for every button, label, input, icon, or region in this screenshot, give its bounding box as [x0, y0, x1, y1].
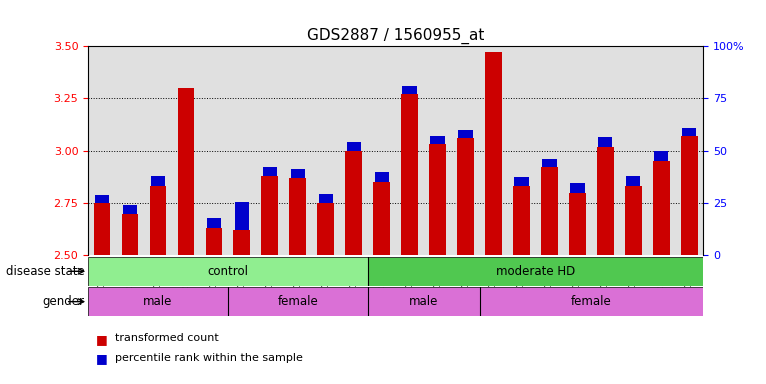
- Bar: [457, 138, 474, 255]
- Bar: [597, 147, 614, 255]
- Bar: [228, 46, 256, 255]
- Bar: [317, 203, 334, 255]
- Bar: [319, 194, 333, 203]
- Bar: [261, 176, 278, 255]
- Text: transformed count: transformed count: [115, 333, 218, 343]
- Bar: [368, 257, 703, 286]
- Text: control: control: [208, 265, 248, 278]
- Bar: [647, 46, 676, 255]
- Bar: [368, 46, 396, 255]
- Bar: [88, 287, 228, 316]
- Bar: [569, 193, 586, 255]
- Bar: [396, 46, 424, 255]
- Bar: [513, 186, 530, 255]
- Bar: [312, 46, 340, 255]
- Bar: [681, 136, 698, 255]
- Bar: [535, 46, 563, 255]
- Bar: [234, 230, 250, 255]
- Bar: [429, 144, 446, 255]
- Bar: [598, 137, 613, 147]
- Bar: [564, 46, 591, 255]
- Bar: [283, 46, 312, 255]
- Bar: [625, 186, 642, 255]
- Text: percentile rank within the sample: percentile rank within the sample: [115, 353, 303, 362]
- Bar: [234, 202, 249, 230]
- Bar: [290, 169, 305, 178]
- Bar: [123, 205, 137, 214]
- Text: male: male: [143, 295, 172, 308]
- Bar: [151, 176, 165, 186]
- Bar: [375, 172, 389, 182]
- Bar: [424, 46, 452, 255]
- Bar: [116, 46, 144, 255]
- Bar: [93, 203, 110, 255]
- Bar: [340, 46, 368, 255]
- Bar: [144, 46, 172, 255]
- Bar: [654, 151, 669, 161]
- Bar: [676, 46, 703, 255]
- Bar: [480, 46, 508, 255]
- Bar: [570, 183, 584, 193]
- Bar: [345, 151, 362, 255]
- Bar: [88, 46, 116, 255]
- Bar: [368, 287, 480, 316]
- Bar: [346, 142, 361, 151]
- Bar: [458, 130, 473, 138]
- Bar: [207, 218, 221, 228]
- Text: disease state: disease state: [5, 265, 84, 278]
- Text: male: male: [409, 295, 438, 308]
- Text: GDS2887 / 1560955_at: GDS2887 / 1560955_at: [307, 28, 484, 44]
- Bar: [172, 46, 200, 255]
- Bar: [263, 167, 277, 176]
- Bar: [452, 46, 480, 255]
- Text: gender: gender: [42, 295, 84, 308]
- Bar: [682, 128, 696, 136]
- Text: moderate HD: moderate HD: [496, 265, 575, 278]
- Bar: [653, 161, 669, 255]
- Bar: [542, 159, 557, 167]
- Text: female: female: [571, 295, 612, 308]
- Bar: [401, 94, 418, 255]
- Bar: [508, 46, 535, 255]
- Bar: [430, 136, 445, 144]
- Bar: [122, 214, 139, 255]
- Bar: [149, 186, 166, 255]
- Bar: [178, 88, 195, 255]
- Bar: [591, 46, 619, 255]
- Bar: [200, 46, 228, 255]
- Text: female: female: [277, 295, 318, 308]
- Bar: [88, 257, 368, 286]
- Bar: [402, 86, 417, 94]
- Text: ■: ■: [96, 333, 107, 346]
- Bar: [290, 178, 306, 255]
- Bar: [541, 167, 558, 255]
- Bar: [205, 228, 222, 255]
- Bar: [480, 287, 703, 316]
- Bar: [514, 177, 529, 186]
- Bar: [228, 287, 368, 316]
- Bar: [373, 182, 390, 255]
- Text: ■: ■: [96, 353, 107, 366]
- Bar: [485, 52, 502, 255]
- Bar: [256, 46, 283, 255]
- Bar: [626, 176, 640, 186]
- Bar: [95, 195, 110, 203]
- Bar: [619, 46, 647, 255]
